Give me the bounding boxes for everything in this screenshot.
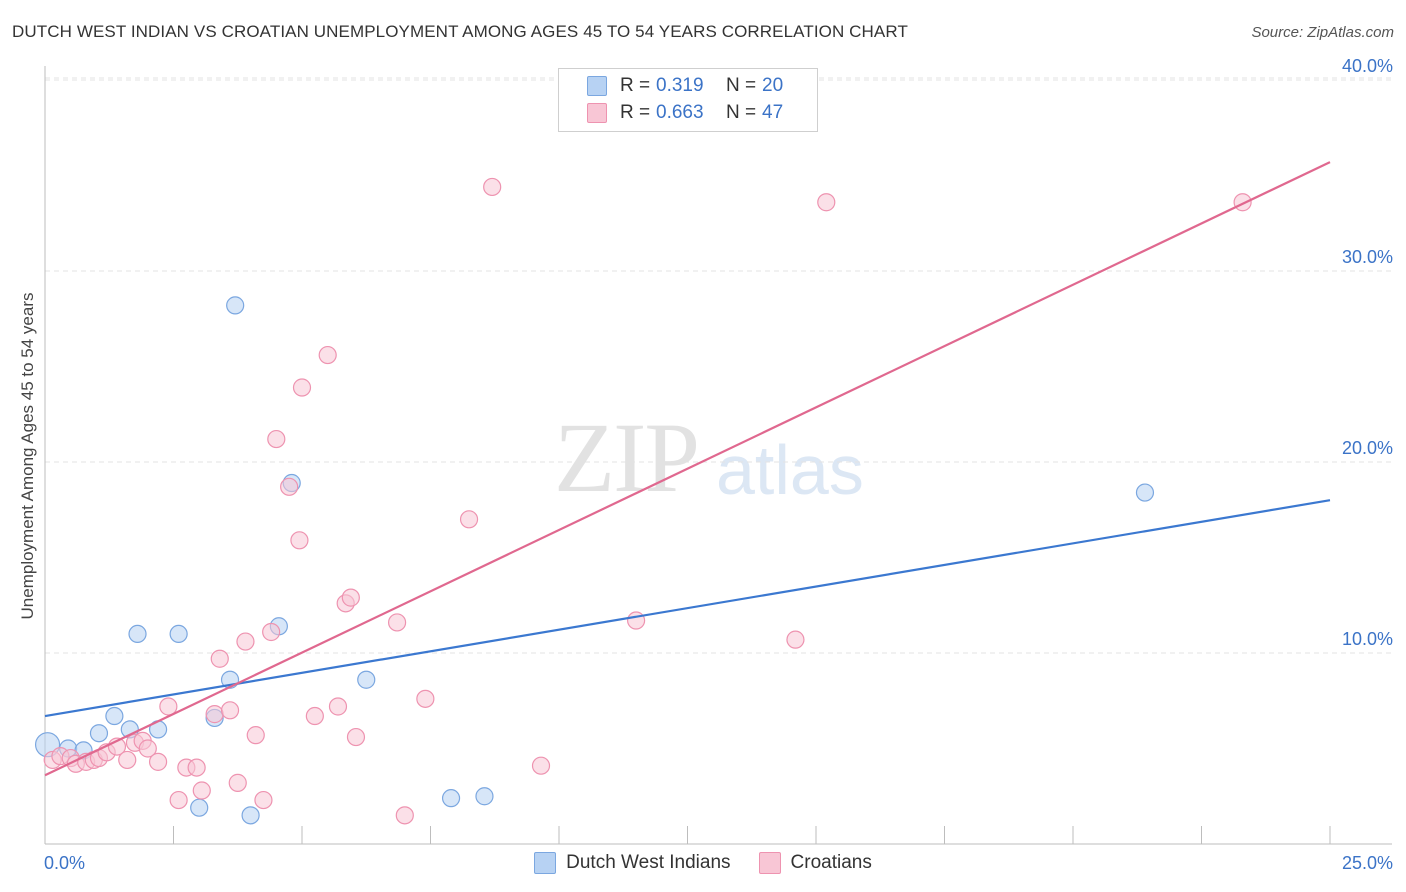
y-tick-label: 10.0%: [1342, 629, 1393, 649]
point-croatians: [395, 806, 414, 825]
legend-r-value: 0.663: [656, 102, 704, 123]
point-dutch-west-indians: [475, 787, 494, 806]
axis-ticks: [44, 826, 1331, 844]
point-croatians: [341, 588, 360, 607]
point-croatians: [267, 429, 286, 449]
stats-legend: R = 0.319 N = 20 R = 0.663 N = 47: [558, 68, 818, 132]
point-croatians: [318, 345, 337, 365]
point-croatians: [483, 177, 502, 197]
point-croatians: [118, 750, 137, 770]
legend-label: Croatians: [790, 852, 872, 873]
point-dutch-west-indians: [1135, 483, 1155, 502]
grid-lines: [45, 77, 1392, 654]
legend-row-dutch-west-indians: R = 0.319 N = 20: [587, 73, 783, 99]
legend-swatch-croatians: [758, 852, 781, 874]
y-tick-label: 30.0%: [1342, 247, 1393, 267]
legend-r-label: R =: [620, 102, 651, 123]
series-legend: Dutch West Indians Croatians: [0, 852, 1406, 874]
x-tick-label: 0.0%: [44, 853, 85, 873]
legend-item-croatians: Croatians: [758, 852, 872, 874]
point-croatians: [169, 790, 188, 810]
point-croatians: [159, 697, 178, 716]
legend-r-label: R =: [620, 75, 651, 96]
watermark-zip: ZIP: [554, 402, 700, 513]
axes: [44, 66, 1392, 845]
legend-swatch-dutch-west-indians: [587, 76, 607, 96]
point-croatians: [346, 727, 366, 747]
point-croatians: [531, 756, 551, 775]
point-croatians: [817, 193, 836, 212]
point-croatians: [210, 649, 229, 668]
data-points: [34, 177, 1252, 825]
y-tick-label: 20.0%: [1342, 438, 1393, 458]
point-croatians: [220, 701, 240, 720]
point-dutch-west-indians: [105, 706, 124, 726]
trend-lines: [44, 161, 1331, 777]
legend-swatch-croatians: [587, 103, 607, 123]
point-croatians: [292, 378, 312, 397]
point-dutch-west-indians: [89, 724, 109, 743]
source-label: Source: ZipAtlas.com: [1251, 24, 1394, 41]
point-croatians: [280, 477, 299, 496]
point-croatians: [305, 706, 324, 726]
legend-label: Dutch West Indians: [566, 852, 731, 873]
legend-r-value: 0.319: [656, 75, 704, 96]
y-axis-label: Unemployment Among Ages 45 to 54 years: [18, 292, 37, 620]
point-croatians: [786, 630, 805, 649]
legend-row-croatians: R = 0.663 N = 47: [587, 100, 783, 126]
point-croatians: [192, 781, 211, 800]
point-dutch-west-indians: [190, 798, 209, 817]
chart-title: DUTCH WEST INDIAN VS CROATIAN UNEMPLOYME…: [12, 22, 908, 41]
point-croatians: [187, 758, 206, 777]
point-croatians: [246, 726, 265, 745]
point-croatians: [228, 773, 247, 792]
point-croatians: [1233, 193, 1252, 212]
y-tick-label: 40.0%: [1342, 56, 1393, 76]
legend-n-label: N =: [726, 75, 757, 96]
point-dutch-west-indians: [441, 789, 461, 808]
point-dutch-west-indians: [357, 670, 376, 689]
point-croatians: [387, 613, 407, 632]
point-croatians: [459, 510, 479, 529]
legend-n-value: 20: [762, 75, 784, 96]
point-croatians: [236, 632, 255, 651]
point-croatians: [626, 611, 646, 630]
point-dutch-west-indians: [128, 624, 147, 644]
point-dutch-west-indians: [226, 296, 245, 315]
legend-item-dutch-west-indians: Dutch West Indians: [534, 852, 731, 874]
point-dutch-west-indians: [169, 624, 188, 644]
trendline-dutch-west-indians: [44, 499, 1331, 718]
point-croatians: [254, 790, 273, 810]
point-croatians: [138, 739, 157, 758]
point-croatians: [148, 752, 168, 771]
point-croatians: [290, 531, 309, 550]
point-croatians: [262, 622, 281, 642]
legend-swatch-dutch-west-indians: [534, 852, 557, 874]
legend-n-label: N =: [726, 102, 757, 123]
point-dutch-west-indians: [241, 806, 260, 825]
point-croatians: [205, 705, 224, 724]
x-tick-label: 25.0%: [1342, 853, 1393, 873]
point-croatians: [328, 697, 348, 716]
point-croatians: [416, 689, 435, 708]
tick-labels: 10.0% 20.0% 30.0% 40.0% 0.0% 25.0%: [44, 56, 1393, 873]
trendline-croatians: [44, 161, 1331, 777]
legend-n-value: 47: [762, 102, 784, 123]
